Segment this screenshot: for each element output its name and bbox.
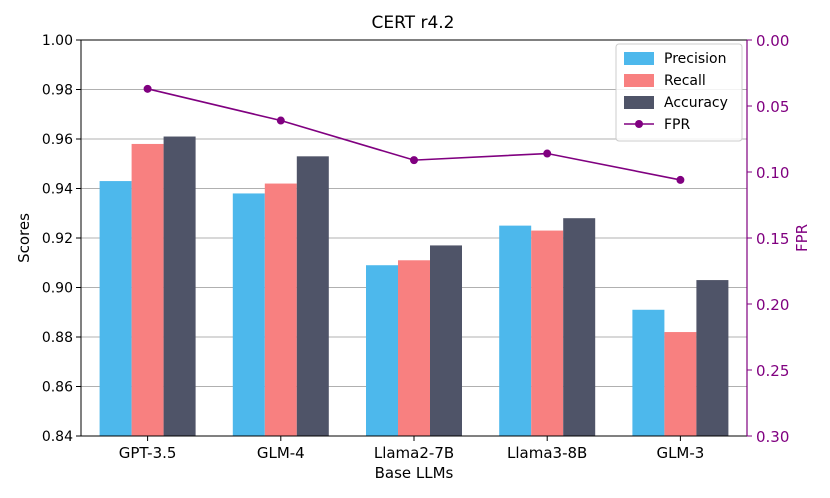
bars <box>99 136 729 436</box>
bar-recall-1 <box>264 183 297 436</box>
x-tick-label: GLM-3 <box>656 444 704 462</box>
bar-accuracy-4 <box>696 280 729 436</box>
legend-swatch-recall <box>624 74 654 87</box>
right-y-axis: 0.00 0.05 0.10 0.15 0.20 0.25 0.30 <box>746 32 789 446</box>
right-tick-label: 0.00 <box>756 32 789 50</box>
x-axis: GPT-3.5 GLM-4 Llama2-7B Llama3-8B GLM-3 <box>119 436 704 462</box>
y2-axis-label: FPR <box>793 224 811 252</box>
y-axis-label: Scores <box>15 213 33 263</box>
fpr-point-2 <box>410 156 418 165</box>
right-tick-label: 0.05 <box>756 98 789 116</box>
left-tick-label: 0.94 <box>42 182 73 198</box>
bar-recall-3 <box>531 230 564 436</box>
left-tick-label: 0.90 <box>42 281 73 297</box>
fpr-point-3 <box>543 149 552 158</box>
bar-precision-4 <box>632 309 665 436</box>
fpr-line-group <box>143 84 685 184</box>
x-tick-label: Llama2-7B <box>374 444 454 462</box>
x-axis-label: Base LLMs <box>375 464 454 482</box>
fpr-point-4 <box>676 175 685 184</box>
legend-label-recall: Recall <box>664 73 706 89</box>
legend-box <box>615 43 743 142</box>
right-tick-label: 0.20 <box>756 296 789 314</box>
fpr-point-1 <box>276 116 285 125</box>
legend: Precision Recall Accuracy FPR <box>615 43 743 142</box>
fpr-line <box>147 88 681 181</box>
bar-precision-0 <box>99 181 132 436</box>
legend-swatch-precision <box>624 52 654 65</box>
left-tick-label: 0.92 <box>42 231 73 247</box>
bar-accuracy-1 <box>296 156 329 436</box>
left-tick-label: 0.96 <box>42 132 73 148</box>
x-tick-label: GPT-3.5 <box>119 444 177 462</box>
left-y-axis: 0.84 0.86 0.88 0.90 0.92 0.94 0.96 0.98 1.00 <box>42 33 81 445</box>
x-tick-label: Llama3-8B <box>507 444 587 462</box>
bar-precision-3 <box>499 225 532 436</box>
right-tick-label: 0.25 <box>756 362 789 380</box>
bar-accuracy-2 <box>430 245 462 436</box>
right-tick-label: 0.10 <box>756 164 789 182</box>
bar-recall-4 <box>664 332 697 436</box>
left-tick-label: 0.86 <box>42 380 73 396</box>
bar-recall-2 <box>398 260 430 436</box>
legend-label-accuracy: Accuracy <box>664 95 728 111</box>
left-tick-label: 0.98 <box>42 83 73 99</box>
right-tick-label: 0.15 <box>756 230 789 248</box>
bar-accuracy-3 <box>563 218 596 436</box>
bar-accuracy-0 <box>163 136 196 436</box>
fpr-point-0 <box>143 84 152 93</box>
legend-label-fpr: FPR <box>664 117 690 133</box>
legend-label-precision: Precision <box>664 51 726 67</box>
right-tick-label: 0.30 <box>756 428 789 446</box>
x-tick-label: GLM-4 <box>257 444 305 462</box>
left-tick-label: 0.84 <box>42 429 73 445</box>
left-tick-label: 1.00 <box>42 33 73 49</box>
left-tick-label: 0.88 <box>42 330 73 346</box>
bar-precision-1 <box>232 193 265 436</box>
legend-marker-fpr <box>635 120 643 128</box>
chart-title: CERT r4.2 <box>372 13 455 33</box>
bar-recall-0 <box>131 143 164 436</box>
bar-precision-2 <box>366 265 398 436</box>
legend-swatch-accuracy <box>624 96 654 109</box>
